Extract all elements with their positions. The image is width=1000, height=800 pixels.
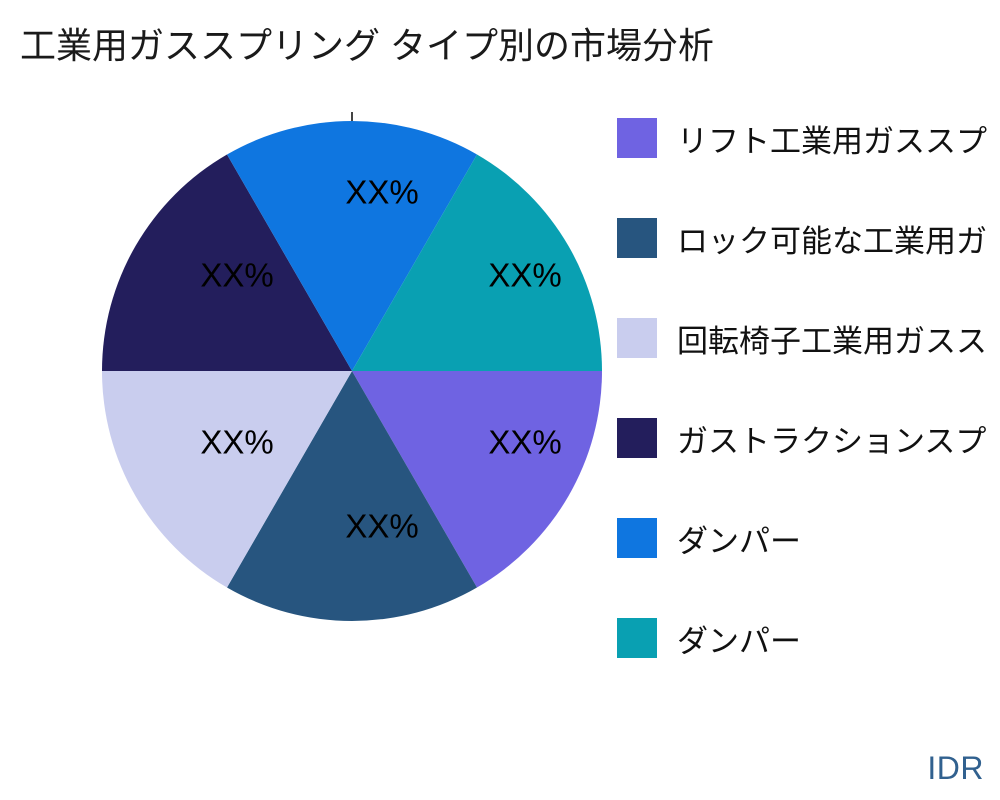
legend-item-swivel-chair-gas-spring[interactable]: 回転椅子工業用ガスス	[617, 318, 987, 359]
pie-slice-damper-teal[interactable]	[352, 154, 602, 372]
legend: リフト工業用ガススプ ロック可能な工業用ガ 回転椅子工業用ガスス ガストラクショ…	[617, 0, 1000, 800]
pie-top-tick	[351, 112, 353, 121]
pie-slice-damper-blue[interactable]	[227, 121, 477, 371]
pie-slice-gas-traction-spring[interactable]	[102, 154, 352, 372]
pie-pct-label-lockable: XX%	[345, 508, 418, 545]
pie-slice-swivel-chair-gas-spring[interactable]	[102, 371, 352, 588]
legend-label: ロック可能な工業用ガ	[677, 223, 987, 259]
legend-swatch-damper-teal	[617, 618, 657, 658]
pie-pct-label-lift: XX%	[488, 424, 561, 461]
legend-item-gas-traction-spring[interactable]: ガストラクションスプ	[617, 418, 987, 459]
legend-label: 回転椅子工業用ガスス	[677, 323, 987, 359]
legend-swatch-damper-blue	[617, 518, 657, 558]
pie-pct-label-damper-blue: XX%	[345, 174, 418, 211]
legend-swatch-lockable	[617, 218, 657, 258]
legend-swatch-swivel-chair	[617, 318, 657, 358]
legend-swatch-lift	[617, 118, 657, 158]
pie-pct-label-gas-traction: XX%	[200, 257, 273, 294]
pie-pct-label-swivel-chair: XX%	[200, 424, 273, 461]
pie-slice-lockable-gas-spring[interactable]	[227, 371, 477, 621]
legend-item-damper-blue[interactable]: ダンパー	[617, 518, 801, 559]
legend-item-lockable-gas-spring[interactable]: ロック可能な工業用ガ	[617, 218, 987, 259]
pie-chart: XX% XX% XX% XX% XX% XX%	[102, 121, 602, 621]
chart-title: 工業用ガススプリング タイプ別の市場分析	[20, 25, 715, 66]
legend-swatch-gas-traction	[617, 418, 657, 458]
legend-label: ガストラクションスプ	[677, 423, 987, 459]
watermark-idr: IDR	[927, 750, 984, 786]
legend-label: ダンパー	[677, 623, 801, 659]
legend-label: リフト工業用ガススプ	[677, 123, 987, 159]
pie-pct-label-damper-teal: XX%	[488, 257, 561, 294]
legend-item-lift-gas-spring[interactable]: リフト工業用ガススプ	[617, 118, 987, 159]
legend-label: ダンパー	[677, 523, 801, 559]
legend-item-damper-teal[interactable]: ダンパー	[617, 618, 801, 659]
pie-slice-lift-gas-spring[interactable]	[352, 371, 602, 588]
